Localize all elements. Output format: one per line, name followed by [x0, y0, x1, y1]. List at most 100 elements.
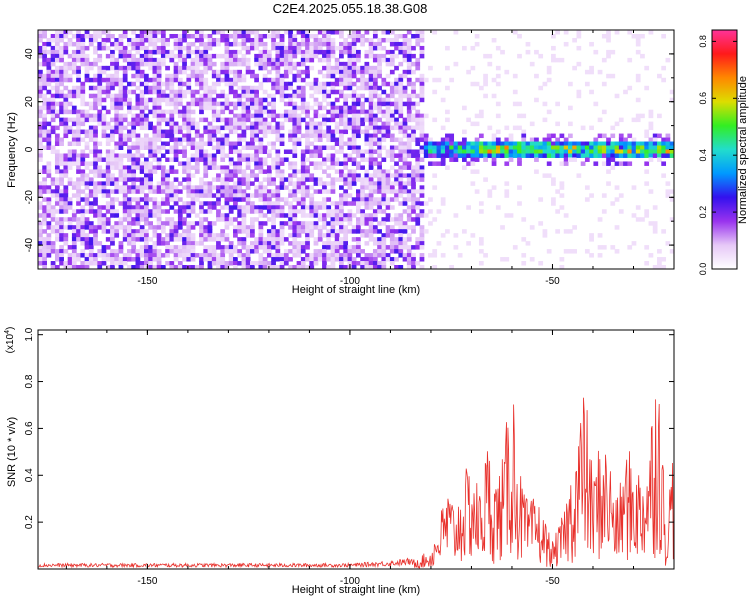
spectrogram-cell	[46, 161, 52, 166]
spectrogram-cell	[317, 189, 323, 194]
colorbar-tick-label: 0.6	[698, 92, 708, 105]
spectrogram-cell	[97, 117, 103, 123]
spectrogram-cell	[67, 129, 73, 135]
spectrogram-cell	[364, 77, 370, 83]
spectrogram-cell	[271, 157, 276, 162]
spectrogram-cell	[500, 257, 505, 262]
spectrogram-cell	[584, 197, 590, 202]
spectrogram-cell	[300, 77, 306, 83]
spectrogram-cell	[258, 261, 264, 266]
spectrogram-cell	[292, 33, 298, 39]
spectrogram-cell	[173, 33, 179, 39]
spectrogram-cell	[402, 245, 408, 250]
spectrogram-cell	[80, 157, 86, 162]
spectrogram-cell	[339, 41, 344, 47]
spectrogram-cell	[38, 89, 43, 95]
spectrogram-cell	[661, 137, 667, 143]
spectrogram-cell	[254, 209, 259, 214]
spectrogram-cell	[360, 149, 365, 154]
spectrogram-cell	[216, 165, 221, 170]
spectrogram-cell	[601, 161, 607, 166]
spectrogram-cell	[445, 145, 450, 150]
spectrogram-cell	[381, 45, 387, 51]
spectrogram-cell	[101, 261, 107, 266]
spectrogram-cell	[555, 141, 561, 147]
spectrogram-cell	[300, 53, 306, 59]
spectrogram-cell	[71, 265, 77, 269]
spectrogram-cell	[275, 149, 281, 154]
spectrogram-cell	[266, 201, 272, 206]
spectrogram-cell	[245, 113, 251, 119]
spectrogram-cell	[38, 233, 43, 238]
spectrogram-cell	[551, 141, 556, 147]
spectrogram-cell	[228, 241, 234, 246]
spectrogram-cell	[614, 30, 620, 35]
spectrogram-cell	[114, 129, 120, 135]
spectrogram-cell	[389, 85, 395, 91]
spectrogram-cell	[156, 185, 162, 190]
spectrogram-cell	[398, 237, 404, 242]
spectrogram-cell	[76, 121, 81, 127]
spectrogram-cell	[118, 41, 124, 47]
spectrogram-cell	[360, 249, 365, 254]
spectrogram-cell	[381, 181, 387, 186]
spectrogram-cell	[483, 157, 488, 162]
spectrogram-cell	[169, 113, 175, 119]
spectrogram-cell	[610, 153, 616, 158]
spectrogram-cell	[211, 105, 217, 111]
spectrogram-cell	[470, 81, 476, 87]
spectrogram-cell	[394, 41, 399, 47]
spectrogram-cell	[368, 97, 374, 103]
spectrogram-cell	[381, 253, 387, 258]
spectrogram-cell	[139, 117, 145, 123]
spectrogram-cell	[127, 197, 132, 202]
spectrogram-cell	[93, 37, 98, 43]
spectrogram-cell	[144, 117, 149, 123]
spectrogram-cell	[38, 105, 43, 111]
spectrogram-cell	[220, 165, 226, 170]
spectrogram-cell	[110, 133, 115, 139]
spectrogram-cell	[224, 45, 230, 51]
spectrogram-cell	[563, 157, 569, 162]
spectrogram-cell	[258, 197, 264, 202]
spectrogram-cell	[334, 161, 340, 166]
spectrogram-cell	[372, 197, 378, 202]
spectrogram-cell	[173, 237, 179, 242]
spectrogram-cell	[139, 249, 145, 254]
spectrogram-cell	[423, 113, 429, 119]
spectrogram-cell	[381, 77, 387, 83]
spectrogram-cell	[356, 205, 361, 210]
spectrogram-cell	[182, 245, 187, 250]
spectrogram-cell	[84, 221, 90, 226]
spectrogram-cell	[305, 41, 310, 47]
spectrogram-cell	[372, 53, 378, 59]
spectrogram-cell	[258, 149, 264, 154]
spectrogram-cell	[199, 153, 204, 158]
spectrogram-cell	[127, 89, 132, 95]
spectrogram-cell	[389, 133, 395, 139]
spectrogram-cell	[182, 237, 187, 242]
spectrogram-cell	[114, 93, 120, 99]
spectrogram-cell	[199, 77, 204, 83]
spectrogram-cell	[266, 57, 272, 63]
spectrogram-cell	[42, 181, 47, 186]
spectrogram-cell	[326, 129, 332, 135]
spectrogram-cell	[233, 169, 238, 174]
spectrogram-cell	[364, 137, 370, 143]
spectrogram-cell	[135, 217, 141, 222]
spectrogram-cell	[190, 253, 196, 258]
spectrogram-cell	[122, 65, 128, 71]
spectrogram-cell	[389, 245, 395, 250]
spectrogram-cell	[241, 157, 247, 162]
spectrogram-cell	[182, 133, 187, 139]
spectrogram-cell	[76, 157, 81, 162]
spectrogram-cell	[262, 189, 268, 194]
spectrogram-cell	[657, 145, 662, 150]
spectrogram-cell	[38, 257, 43, 262]
spectrogram-cell	[97, 241, 103, 246]
spectrogram-cell	[377, 205, 382, 210]
spectrogram-cell	[466, 241, 471, 246]
spectrogram-cell	[105, 165, 111, 170]
spectrogram-cell	[635, 41, 641, 47]
spectrogram-cell	[495, 141, 501, 147]
